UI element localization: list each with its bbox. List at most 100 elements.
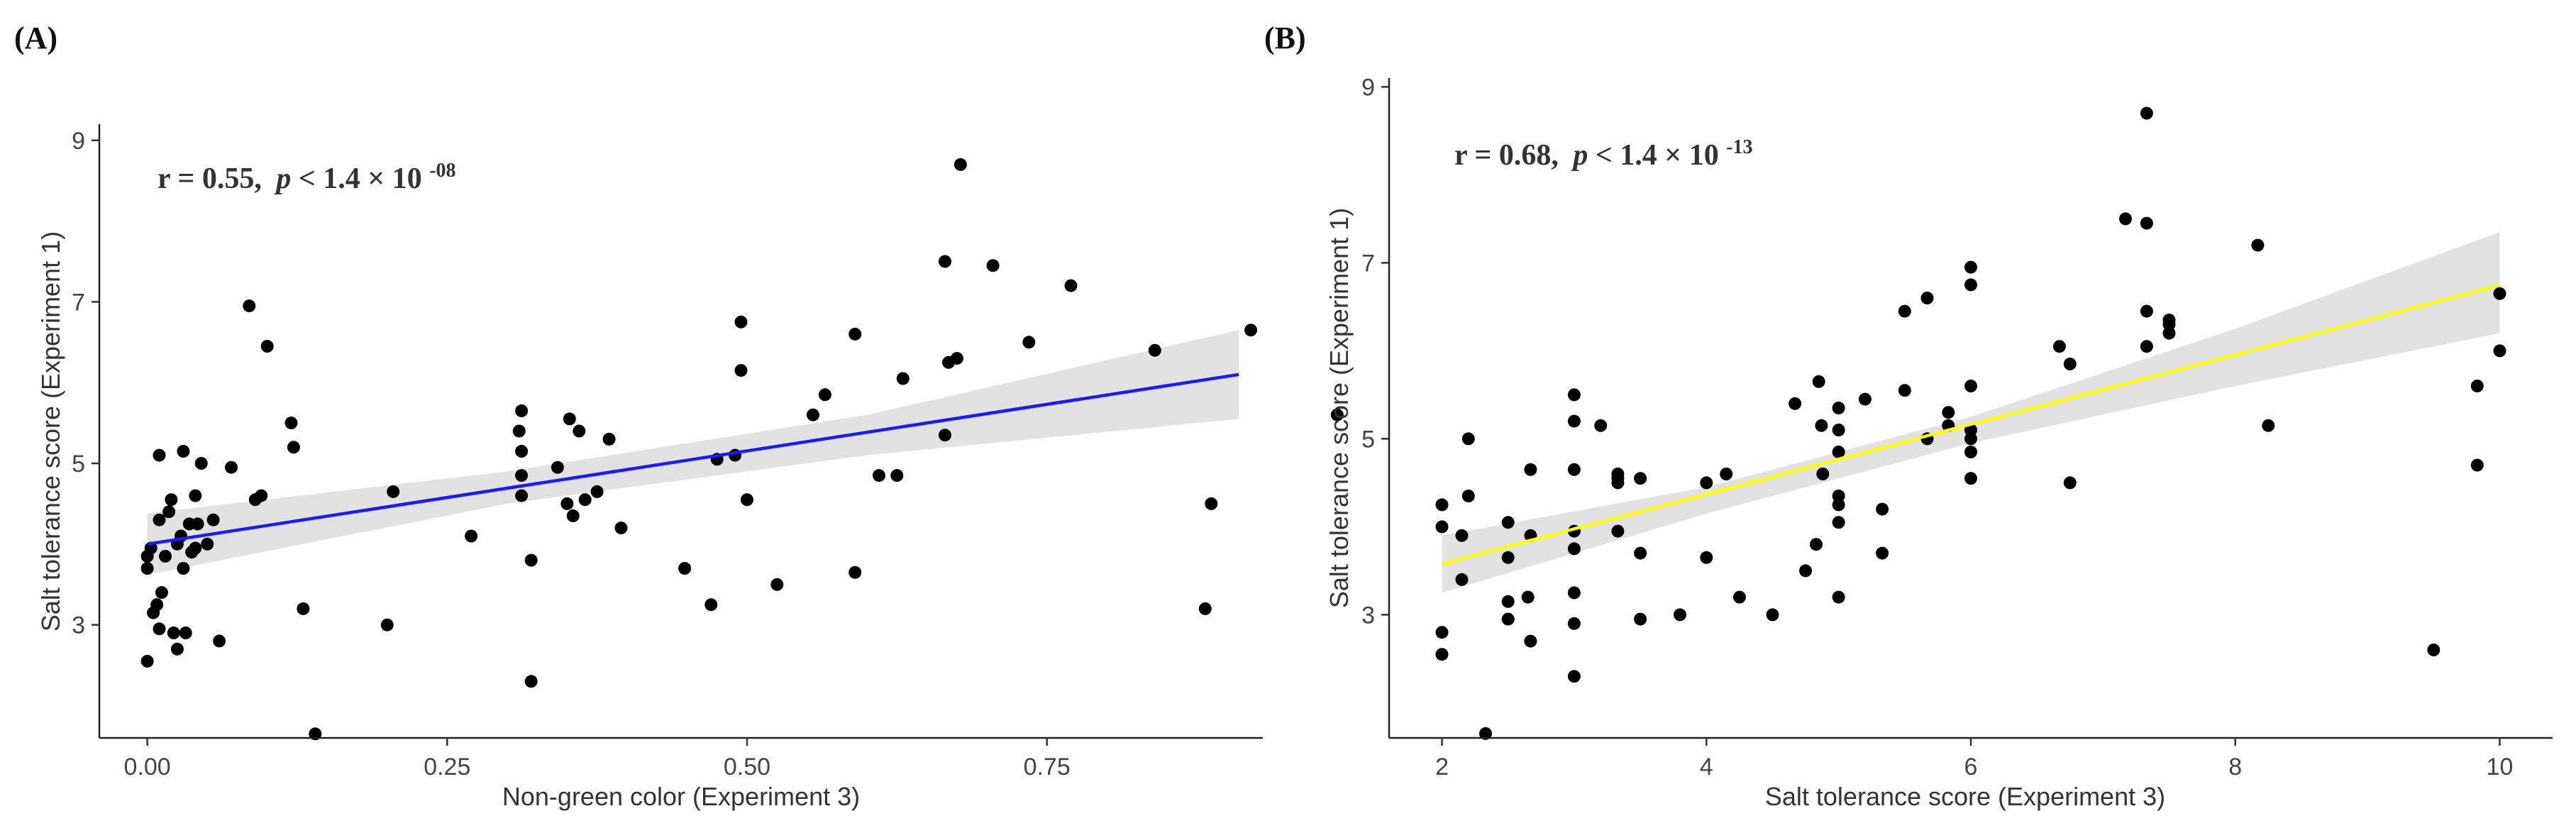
- panel-a-stat-p: p: [274, 162, 291, 195]
- panel-a-data-point: [170, 642, 184, 656]
- panel-b-stat-exponent: -13: [1726, 136, 1752, 158]
- panel-a-stat-rest: < 1.4 × 10: [299, 162, 422, 195]
- panel-a-data-point: [177, 445, 190, 458]
- panel-a-data-point: [560, 497, 574, 510]
- panel-b-data-point: [1567, 414, 1581, 428]
- panel-b-data-point: [2063, 358, 2077, 370]
- panel-b-x-tick-label: 6: [1964, 754, 1978, 780]
- panel-b-data-point: [1435, 498, 1449, 512]
- panel-a-data-point: [1148, 343, 1161, 357]
- panel-b-data-point: [2493, 344, 2506, 358]
- panel-b-x-axis-title: Salt tolerance score (Experiment 3): [1765, 782, 2165, 811]
- panel-a-data-point: [986, 259, 1000, 272]
- panel-a-x-tick-label: 0.25: [424, 754, 470, 780]
- panel-b-data-point: [2262, 419, 2275, 432]
- panel-a-y-ticks: 3 5 7 9: [72, 128, 99, 639]
- panel-a-x-ticks: 0.00 0.25 0.50 0.75: [124, 738, 1071, 780]
- panel-a-data-point: [260, 340, 274, 353]
- panel-a-y-tick-label: 3: [72, 612, 85, 639]
- panel-a-points: [140, 158, 1344, 741]
- panel-a-data-point: [734, 364, 748, 377]
- panel-a-data-point: [201, 537, 214, 551]
- panel-b-data-point: [1832, 424, 1845, 436]
- panel-a-data-point: [770, 578, 784, 591]
- panel-b-data-point: [1501, 551, 1515, 564]
- panel-a-data-point: [890, 469, 904, 482]
- panel-a-data-point: [225, 460, 238, 474]
- panel-a-data-point: [515, 404, 529, 417]
- panel-a-data-point: [741, 493, 753, 507]
- panel-a-data-point: [387, 485, 400, 498]
- panel-a-confidence-band: [147, 330, 1239, 575]
- panel-b-data-point: [2470, 458, 2484, 472]
- panel-b-data-point: [1634, 472, 1647, 485]
- panel-b-confidence-band: [1442, 232, 2500, 593]
- panel-a-data-point: [939, 255, 951, 268]
- panel-b-data-point: [1501, 595, 1515, 608]
- panel-a-data-point: [189, 489, 202, 502]
- panel-a-data-point: [177, 562, 190, 575]
- panel-b-data-point: [1812, 375, 1825, 388]
- panel-a-data-point: [287, 441, 300, 454]
- panel-b-data-point: [1832, 490, 1845, 502]
- panel-a-x-tick-label: 0.00: [124, 754, 171, 780]
- panel-a-data-point: [524, 553, 538, 567]
- panel-b-label: (B): [1264, 21, 1306, 55]
- panel-a-data-point: [140, 562, 154, 575]
- panel-b-data-point: [1435, 648, 1449, 661]
- panel-b-data-point: [2162, 314, 2176, 326]
- panel-a-x-tick-label: 0.75: [1024, 754, 1071, 780]
- panel-a-data-point: [140, 654, 154, 668]
- panel-b-data-point: [1567, 617, 1581, 630]
- panel-b-stat-rest: < 1.4 × 10: [1596, 139, 1719, 172]
- panel-b-data-point: [1435, 520, 1449, 534]
- panel-a-data-point: [159, 549, 172, 563]
- panel-b-y-tick-label: 9: [1361, 74, 1375, 101]
- panel-b-data-point: [2140, 304, 2153, 318]
- panel-a-data-point: [939, 429, 951, 442]
- panel-b-data-point: [1876, 546, 1889, 560]
- panel-a-data-point: [953, 158, 967, 171]
- panel-a-data-point: [573, 424, 586, 438]
- panel-a-data-point: [512, 424, 526, 438]
- panel-a-data-point: [284, 417, 298, 430]
- panel-a-data-point: [734, 315, 748, 329]
- panel-b-y-ticks: 3 5 7 9: [1361, 74, 1389, 629]
- panel-a-data-point: [704, 598, 718, 612]
- panel-b-data-point: [1964, 472, 1977, 485]
- panel-b-x-tick-label: 4: [1700, 754, 1713, 780]
- panel-b-data-point: [1524, 463, 1537, 476]
- panel-a-data-point: [950, 352, 963, 365]
- panel-a-data-point: [563, 412, 576, 426]
- panel-b-data-point: [1567, 463, 1581, 476]
- panel-b-data-point: [1964, 424, 1977, 436]
- panel-b-x-tick-label: 2: [1435, 754, 1449, 780]
- panel-a-data-point: [189, 541, 202, 555]
- panel-b-data-point: [1455, 573, 1469, 586]
- panel-b-y-axis-title: Salt tolerance score (Experiment 1): [1325, 208, 1354, 608]
- panel-b-data-point: [2251, 238, 2265, 252]
- panel-a-correlation-stat: r = 0.55, p < 1.4 × 10 -08: [157, 160, 456, 195]
- panel-b-data-point: [1567, 388, 1581, 402]
- panel-b-data-point: [1964, 432, 1977, 446]
- panel-b-data-point: [1461, 432, 1475, 446]
- panel-a-data-point: [614, 522, 628, 535]
- panel-a-data-point: [150, 598, 164, 612]
- panel-b-data-point: [2052, 340, 2066, 353]
- panel-a-y-tick-label: 9: [72, 128, 85, 155]
- panel-b-data-point: [1920, 292, 1934, 304]
- panel-b-data-point: [1501, 516, 1515, 529]
- panel-b-data-point: [1964, 380, 1977, 392]
- panel-a-data-point: [566, 509, 580, 522]
- panel-b-data-point: [1634, 612, 1647, 626]
- panel-a-data-point: [896, 372, 910, 385]
- panel-a-data-point: [515, 489, 529, 502]
- panel-a-data-point: [848, 566, 862, 579]
- panel-b-data-point: [1700, 551, 1713, 564]
- panel-a-data-point: [807, 408, 819, 421]
- panel-a-data-point: [1244, 324, 1258, 337]
- panel-b-data-point: [1858, 392, 1872, 406]
- panel-b-data-point: [1810, 538, 1823, 551]
- panel-a-data-point: [524, 675, 538, 688]
- panel-b-data-point: [1816, 468, 1830, 480]
